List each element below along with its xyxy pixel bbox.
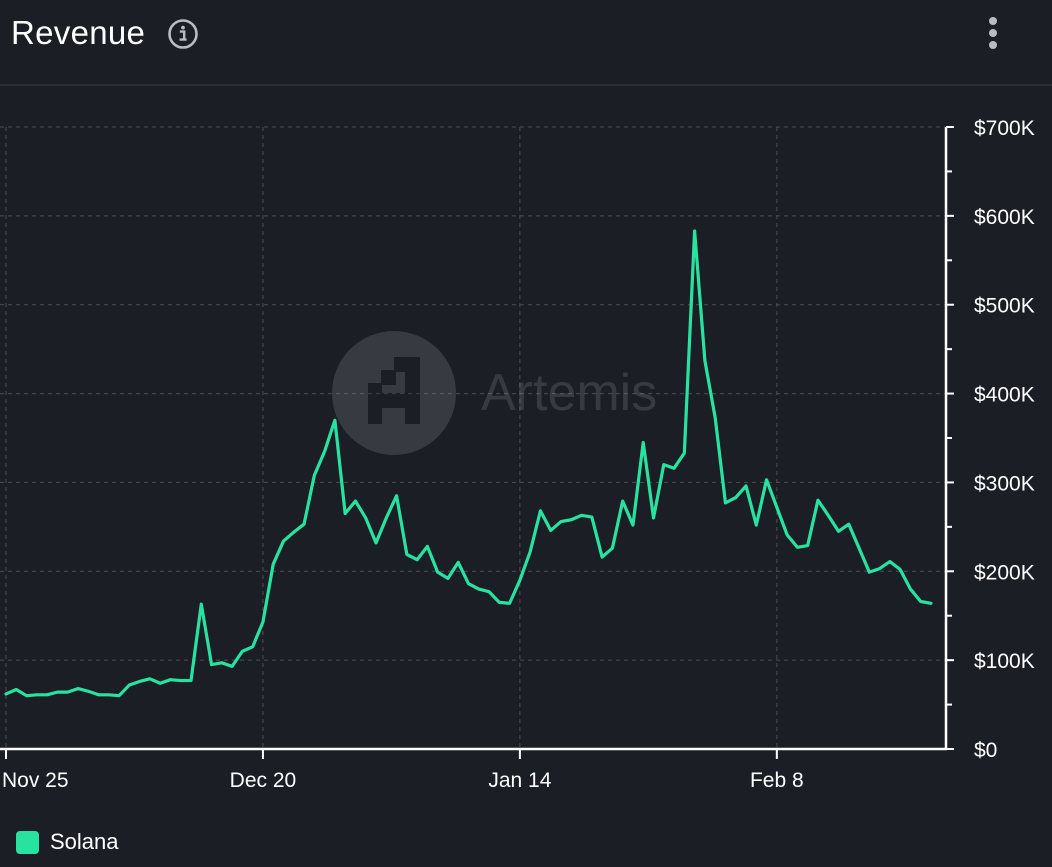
series-layer <box>4 229 933 698</box>
watermark: Artemis <box>332 331 657 455</box>
x-tick-label: Jan 14 <box>488 769 551 792</box>
revenue-line-chart: Artemis $0 $100K $200K $300K $400K $500K $600K… <box>0 117 1035 792</box>
y-tick-label: $200K <box>974 561 1035 584</box>
y-tick-label: $100K <box>974 650 1035 673</box>
x-tick-label: Dec 20 <box>230 769 297 792</box>
y-tick-label: $700K <box>974 117 1035 140</box>
y-tick-label: $400K <box>974 384 1035 407</box>
x-tick-label: Nov 25 <box>2 769 69 792</box>
info-icon[interactable] <box>167 18 199 50</box>
x-tick-label: Feb 8 <box>750 769 804 792</box>
legend-swatch <box>16 830 39 854</box>
more-vertical-icon[interactable] <box>977 14 1009 54</box>
y-tick-label: $300K <box>974 472 1035 495</box>
legend-item-solana[interactable]: Solana <box>16 827 119 857</box>
artemis-logo-icon <box>332 331 456 455</box>
grid-lines <box>0 126 946 749</box>
chart-title: Revenue <box>11 14 146 51</box>
watermark-text: Artemis <box>481 364 657 422</box>
axes: $0 $100K $200K $300K $400K $500K $600K $700K Nov… <box>0 117 1035 792</box>
y-tick-label: $500K <box>974 295 1035 318</box>
series-line-solana[interactable] <box>4 229 933 698</box>
card-header: Revenue <box>0 0 1052 86</box>
legend-label: Solana <box>50 829 119 854</box>
artemis-logo-glyph <box>368 357 420 424</box>
y-tick-label: $0 <box>974 739 997 762</box>
y-tick-label: $600K <box>974 206 1035 229</box>
